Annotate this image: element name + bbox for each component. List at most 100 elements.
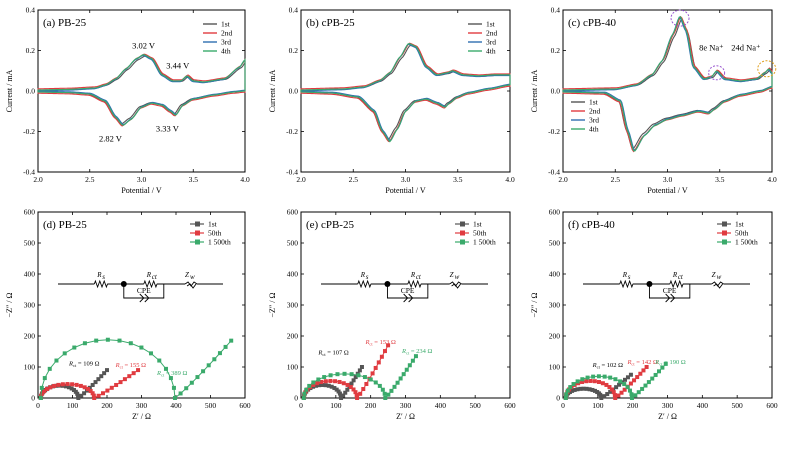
eis-marker: [90, 391, 95, 396]
y-tick-label: -0.2: [23, 127, 35, 136]
eis-marker: [585, 375, 590, 380]
legend-marker: [460, 221, 465, 227]
eis-marker: [52, 383, 57, 388]
peak-annotation: 24d Na⁺: [731, 43, 761, 53]
eis-marker: [47, 366, 52, 371]
eis-marker: [118, 380, 123, 385]
rct-symbol: R: [156, 370, 161, 377]
rct-sub: ct: [597, 365, 601, 370]
eis-marker: [563, 396, 568, 400]
eis-marker: [62, 351, 67, 356]
cv-panel-b: 2.0 2.5 3.0 3.5 4.0 -0.4 -0.2 0.0 0.2 0.4 Potentia…: [268, 6, 515, 196]
warburg-element: [184, 281, 198, 289]
eis-marker: [567, 390, 572, 395]
eis-marker: [168, 376, 173, 381]
eis-marker: [323, 383, 328, 388]
eis-marker: [382, 391, 387, 396]
eis-marker: [131, 371, 136, 376]
eis-marker: [326, 383, 331, 388]
eis-marker: [590, 387, 595, 392]
eis-marker: [75, 391, 80, 396]
eis-marker: [368, 377, 373, 382]
eis-marker: [314, 383, 319, 388]
eis-marker: [629, 396, 634, 400]
legend-marker: [722, 221, 727, 227]
y-tick-label: 300: [287, 301, 299, 310]
x-tick-label: 400: [697, 401, 709, 410]
cv-curve-4th: [300, 43, 511, 143]
rs-label-sub: s: [102, 273, 105, 281]
eis-marker: [413, 354, 418, 359]
cpe-symbol: [403, 293, 414, 303]
x-axis-label: Potential / V: [385, 186, 426, 195]
eis-marker: [100, 391, 105, 396]
rct-sub: ct: [161, 372, 165, 377]
eis-marker: [370, 371, 375, 376]
eis-marker: [117, 338, 122, 343]
eis-marker: [380, 387, 385, 392]
eis-marker: [56, 382, 61, 387]
y-axis-label: −Z″ / Ω: [530, 293, 539, 318]
x-tick-label: 400: [435, 401, 447, 410]
x-tick-label: 500: [205, 401, 217, 410]
eis-marker: [608, 389, 613, 394]
y-tick-label: -0.4: [548, 168, 560, 177]
rct-annotation: Rct = 155 Ω: [115, 362, 147, 370]
x-tick-label: 3.5: [453, 175, 463, 184]
x-tick-label: 3.0: [663, 175, 673, 184]
y-tick-label: 0.4: [551, 6, 561, 15]
eis-marker: [354, 393, 359, 398]
eis-marker: [345, 382, 350, 387]
eis-marker: [88, 389, 93, 394]
eis-marker: [38, 396, 43, 400]
legend-label: 1st: [208, 220, 218, 229]
x-tick-label: 100: [67, 401, 79, 410]
eis-marker: [178, 391, 183, 396]
legend-label: 1 500th: [208, 238, 231, 247]
rct-symbol: R: [68, 360, 73, 367]
eis-marker: [625, 385, 630, 390]
eis-marker: [338, 393, 343, 398]
eis-marker: [581, 386, 586, 391]
cv-curve-2nd: [37, 53, 246, 127]
y-tick-label: 400: [549, 270, 561, 279]
eis-marker: [570, 388, 575, 393]
y-tick-label: -0.2: [548, 127, 560, 136]
eis-panel-e: 0 100 200 300 400 500 600 0 100 200 300 400 500 600 Z′…: [268, 208, 516, 422]
eis-marker: [74, 382, 79, 387]
eis-marker: [93, 380, 98, 385]
eis-marker: [217, 351, 222, 356]
eis-marker: [127, 374, 132, 379]
eis-marker: [613, 377, 618, 382]
legend-label: 1st: [221, 20, 231, 29]
rct-label-sub: ct: [152, 273, 158, 281]
eis-marker: [139, 345, 144, 350]
x-tick-label: 2.5: [349, 175, 359, 184]
eis-marker: [341, 381, 346, 386]
eis-marker: [358, 391, 363, 396]
y-tick-label: 0.0: [26, 87, 36, 96]
legend-label: 4th: [589, 125, 599, 134]
y-tick-label: -0.2: [286, 127, 298, 136]
y-axis-label: Current / mA: [5, 69, 14, 112]
eis-marker: [90, 382, 95, 387]
panel-title: (c) cPB-40: [568, 17, 616, 29]
legend-label: 4th: [486, 47, 496, 56]
eis-marker: [592, 388, 597, 393]
panel-title: (f) cPB-40: [568, 219, 615, 231]
rct-sub: ct: [322, 352, 326, 357]
x-tick-label: 4.0: [505, 175, 515, 184]
rct-symbol: R: [592, 362, 597, 369]
eis-marker: [311, 382, 316, 387]
eis-marker: [617, 382, 622, 387]
eis-marker: [328, 373, 333, 378]
legend-label: 2nd: [589, 107, 601, 116]
rct-annotation: Rct = 153 Ω: [364, 339, 396, 347]
eis-marker: [105, 368, 109, 373]
y-tick-label: 500: [287, 239, 299, 248]
legend-label: 3rd: [486, 38, 496, 47]
eis-marker: [212, 357, 217, 362]
y-tick-label: 500: [24, 239, 36, 248]
eis-marker: [607, 385, 612, 390]
eis-marker: [356, 373, 361, 378]
